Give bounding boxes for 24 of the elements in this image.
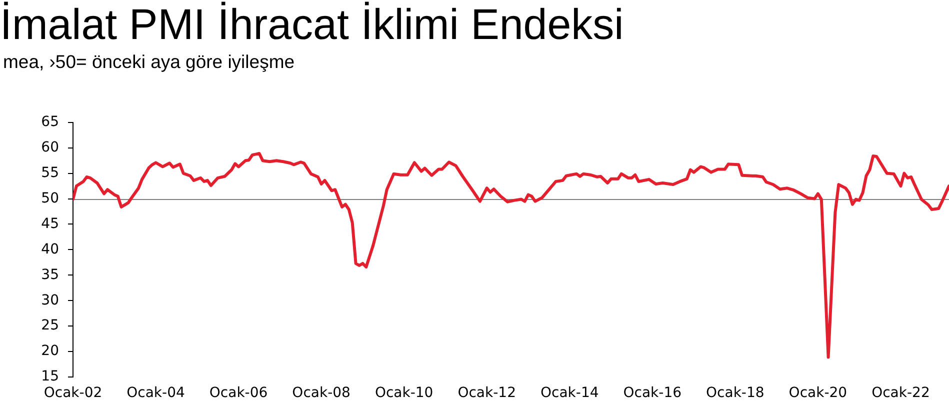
x-tick-label: Ocak-22 (872, 385, 930, 402)
y-tick-label: 20 (41, 343, 59, 360)
y-tick-label: 40 (41, 241, 59, 258)
y-tick-label: 25 (41, 318, 59, 334)
x-tick-label: Ocak-04 (126, 385, 185, 402)
x-tick-label: Ocak-20 (788, 385, 848, 402)
x-tick-label: Ocak-02 (44, 385, 102, 402)
y-tick-label: 45 (41, 216, 59, 232)
y-tick-label: 60 (41, 140, 59, 156)
x-tick-label: Ocak-16 (623, 385, 682, 402)
x-tick-label: Ocak-14 (540, 385, 599, 402)
x-tick-label: Ocak-18 (706, 385, 764, 402)
chart-title: İmalat PMI İhracat İklimi Endeksi (0, 1, 624, 49)
x-tick-label: Ocak-08 (292, 385, 350, 402)
x-tick-label: Ocak-06 (209, 385, 268, 402)
y-tick-label: 30 (41, 292, 59, 308)
y-tick-label: 35 (41, 266, 59, 283)
x-tick-label: Ocak-10 (374, 385, 434, 402)
x-tick-label: Ocak-12 (458, 385, 516, 402)
chart-subtitle: mea, ›50= önceki aya göre iyileşme (3, 51, 295, 73)
y-tick-label: 50 (41, 190, 59, 206)
y-tick-label: 15 (41, 368, 59, 385)
y-tick-label: 65 (41, 114, 59, 130)
y-tick-label: 55 (41, 164, 59, 181)
